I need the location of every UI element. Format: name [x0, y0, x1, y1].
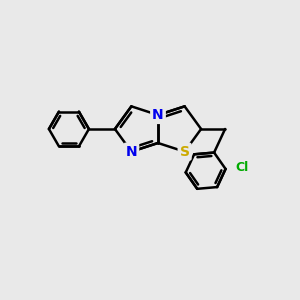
Text: N: N	[126, 145, 137, 159]
Text: Cl: Cl	[235, 161, 248, 174]
Text: S: S	[180, 145, 190, 159]
Text: N: N	[152, 108, 164, 122]
